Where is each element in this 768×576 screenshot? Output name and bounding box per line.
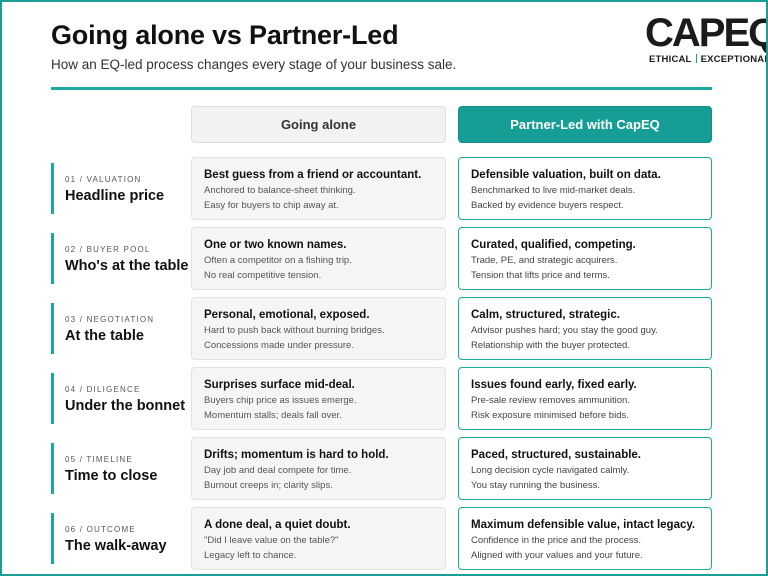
going-alone-cell: Personal, emotional, exposed. Hard to pus…	[191, 297, 446, 360]
cell-heading: Drifts; momentum is hard to hold.	[204, 449, 389, 461]
partner-led-cell: Issues found early, fixed early. Pre-sale…	[458, 367, 712, 430]
row-kicker: 06 / OUTCOME	[65, 525, 136, 534]
cell-heading: A done deal, a quiet doubt.	[204, 519, 351, 531]
column-header-going-alone: Going alone	[191, 106, 446, 143]
logo-tagline: ETHICAL EXCEPTIONAL	[649, 54, 766, 65]
row-kicker: 05 / TIMELINE	[65, 455, 133, 464]
row-name: At the table	[65, 328, 144, 344]
cell-line: Burnout creeps in; clarity slips.	[204, 480, 333, 491]
cell-line: Day job and deal compete for time.	[204, 465, 352, 476]
row-name: Who's at the table	[65, 258, 189, 274]
cell-heading: Surprises surface mid-deal.	[204, 379, 355, 391]
page-title: Going alone vs Partner-Led	[51, 20, 399, 50]
row-label: 05 / TIMELINE Time to close	[51, 443, 186, 494]
cell-heading: Maximum defensible value, intact legacy.	[471, 519, 696, 531]
row-name: Headline price	[65, 188, 165, 204]
cell-line: Anchored to balance-sheet thinking.	[204, 185, 356, 196]
cell-heading: Paced, structured, sustainable.	[471, 449, 642, 461]
cell-line: Risk exposure minimised before bids.	[471, 410, 629, 421]
page-subtitle: How an EQ-led process changes every stag…	[51, 57, 457, 72]
row-name: Under the bonnet	[65, 398, 186, 414]
logo-wordmark: CAPEQ	[645, 11, 766, 55]
cell-line: Advisor pushes hard; you stay the good g…	[471, 325, 658, 336]
cell-line: Aligned with your values and your future…	[471, 550, 643, 561]
going-alone-cell: One or two known names. Often a competito…	[191, 227, 446, 290]
cell-line: Easy for buyers to chip away at.	[204, 200, 339, 211]
cell-line: Benchmarked to live mid-market deals.	[471, 185, 636, 196]
cell-line: Trade, PE, and strategic acquirers.	[471, 255, 618, 266]
row-kicker: 04 / DILIGENCE	[65, 385, 141, 394]
cell-line: Momentum stalls; deals fall over.	[204, 410, 342, 421]
cell-line: You stay running the business.	[471, 480, 601, 491]
cell-line: Tension that lifts price and terms.	[471, 270, 610, 281]
row-label: 04 / DILIGENCE Under the bonnet	[51, 373, 186, 424]
row-kicker: 02 / BUYER POOL	[65, 245, 151, 254]
cell-heading: Defensible valuation, built on data.	[471, 169, 661, 181]
cell-heading: Calm, structured, strategic.	[471, 309, 620, 321]
cell-heading: Best guess from a friend or accountant.	[204, 169, 422, 181]
partner-led-cell: Paced, structured, sustainable. Long deci…	[458, 437, 712, 500]
cell-heading: One or two known names.	[204, 239, 347, 251]
row-label: 03 / NEGOTIATION At the table	[51, 303, 186, 354]
cell-line: Backed by evidence buyers respect.	[471, 200, 624, 211]
column-header-partner-led: Partner-Led with CapEQ	[458, 106, 712, 143]
row-label: 02 / BUYER POOL Who's at the table	[51, 233, 189, 284]
cell-line: No real competitive tension.	[204, 270, 322, 281]
row-kicker: 03 / NEGOTIATION	[65, 315, 155, 324]
logo-divider	[695, 54, 697, 63]
cell-line: Pre-sale review removes ammunition.	[471, 395, 630, 406]
going-alone-cell: A done deal, a quiet doubt. "Did I leave …	[191, 507, 446, 570]
row-kicker: 01 / VALUATION	[65, 175, 142, 184]
cell-line: "Did I leave value on the table?"	[204, 535, 339, 546]
cell-line: Long decision cycle navigated calmly.	[471, 465, 630, 476]
row-name: Time to close	[65, 468, 158, 484]
partner-led-cell: Curated, qualified, competing. Trade, PE,…	[458, 227, 712, 290]
row-name: The walk-away	[65, 538, 167, 554]
cell-line: Hard to push back without burning bridge…	[204, 325, 385, 336]
header-divider	[51, 87, 712, 90]
partner-led-cell: Maximum defensible value, intact legacy.…	[458, 507, 712, 570]
row-label: 01 / VALUATION Headline price	[51, 163, 186, 214]
capeq-logo: CAPEQ ETHICAL EXCEPTIONAL	[642, 10, 766, 70]
partner-led-cell: Calm, structured, strategic. Advisor push…	[458, 297, 712, 360]
cell-line: Confidence in the price and the process.	[471, 535, 642, 546]
logo-tag-left: ETHICAL	[649, 54, 692, 65]
cell-line: Concessions made under pressure.	[204, 340, 354, 351]
cell-line: Often a competitor on a fishing trip.	[204, 255, 352, 266]
cell-line: Legacy left to chance.	[204, 550, 297, 561]
cell-heading: Curated, qualified, competing.	[471, 239, 636, 251]
partner-led-cell: Defensible valuation, built on data. Benc…	[458, 157, 712, 220]
cell-line: Buyers chip price as issues emerge.	[204, 395, 357, 406]
logo-tag-right: EXCEPTIONAL	[700, 54, 766, 65]
going-alone-cell: Surprises surface mid-deal. Buyers chip p…	[191, 367, 446, 430]
cell-line: Relationship with the buyer protected.	[471, 340, 630, 351]
going-alone-cell: Best guess from a friend or accountant. A…	[191, 157, 446, 220]
row-label: 06 / OUTCOME The walk-away	[51, 513, 186, 564]
cell-heading: Personal, emotional, exposed.	[204, 309, 370, 321]
cell-heading: Issues found early, fixed early.	[471, 379, 637, 391]
going-alone-cell: Drifts; momentum is hard to hold. Day job…	[191, 437, 446, 500]
